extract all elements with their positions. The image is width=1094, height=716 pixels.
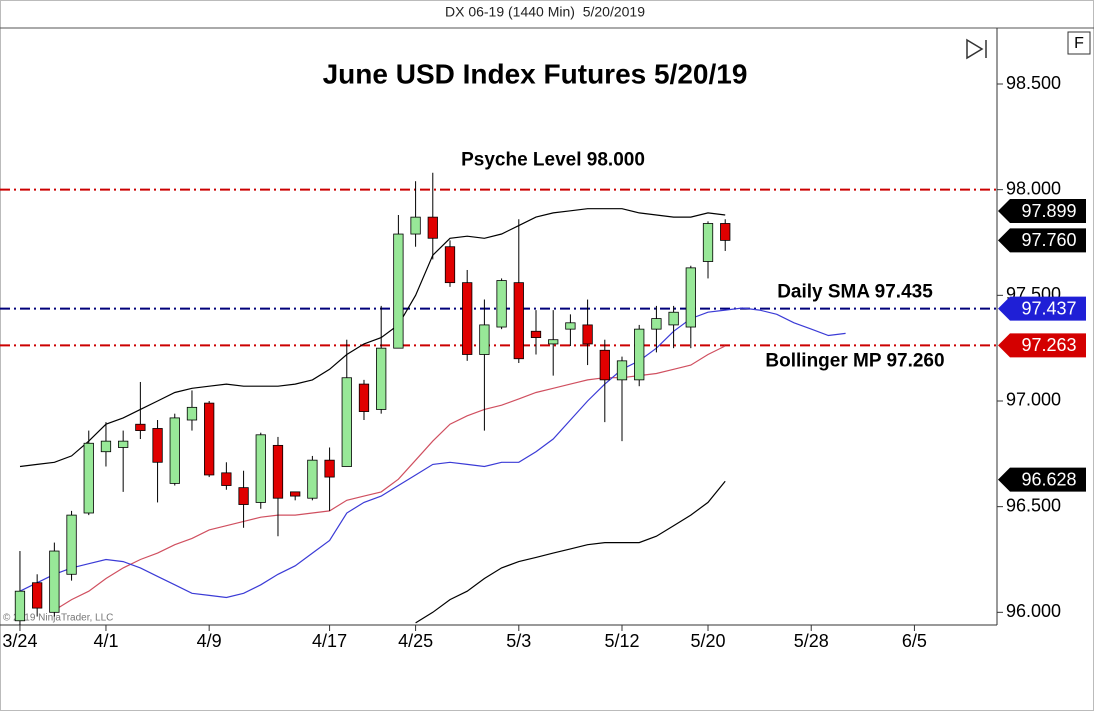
level-label: Psyche Level 98.000 — [461, 150, 645, 171]
candle-body — [565, 322, 576, 330]
x-tick-label: 5/28 — [794, 631, 829, 651]
x-tick-label: 3/24 — [2, 631, 37, 651]
candle-body — [255, 434, 266, 503]
x-tick-label: 4/9 — [197, 631, 222, 651]
candle-body — [427, 216, 438, 239]
x-tick-label: 5/20 — [690, 631, 725, 651]
candle-body — [32, 582, 43, 609]
price-tag-label: 97.437 — [1021, 298, 1076, 318]
y-tick-label: 98.500 — [1006, 73, 1061, 93]
candle-body — [307, 459, 318, 499]
candle-body — [186, 406, 198, 421]
candle-body — [100, 440, 112, 453]
candle-body — [272, 444, 284, 499]
candle-body — [204, 402, 215, 476]
candle-body — [702, 223, 714, 262]
candle-body — [169, 417, 180, 484]
copyright: © 2019 NinjaTrader, LLC — [3, 613, 113, 624]
level-label: Daily SMA 97.435 — [777, 282, 933, 303]
price-tag — [998, 228, 1086, 253]
f-button-label[interactable]: F — [1074, 35, 1084, 52]
y-tick-label: 96.500 — [1006, 495, 1061, 515]
candle-body — [599, 349, 610, 381]
candle-body — [14, 590, 26, 622]
candle-body — [118, 440, 129, 448]
candle-body — [221, 472, 232, 486]
price-tag — [998, 467, 1086, 492]
candle-body — [530, 330, 542, 338]
candle-body — [462, 282, 473, 355]
candle-body — [668, 311, 679, 326]
price-tag-label: 96.628 — [1021, 469, 1076, 489]
f-button[interactable] — [1067, 31, 1091, 55]
candle-body — [685, 267, 696, 328]
x-tick-label: 5/3 — [506, 631, 531, 651]
level-label: Bollinger MP 97.260 — [765, 350, 944, 371]
candle-body — [548, 339, 559, 345]
candle-body — [290, 491, 301, 497]
candle-body — [49, 550, 60, 613]
candle-body — [582, 324, 593, 345]
play-triangle — [966, 38, 984, 60]
price-tag-label: 97.760 — [1021, 230, 1076, 250]
candle-body — [152, 428, 163, 463]
candle-body — [135, 423, 146, 431]
chart-title: June USD Index Futures 5/20/19 — [323, 58, 748, 89]
candle-body — [410, 216, 421, 235]
x-tick-label: 4/17 — [312, 631, 347, 651]
candle-body — [496, 280, 507, 328]
candle-body — [66, 514, 77, 575]
price-tag — [998, 333, 1086, 358]
candle-body — [616, 360, 628, 381]
y-tick-label: 98.000 — [1006, 178, 1061, 198]
indicator-line — [415, 480, 726, 624]
x-tick-label: 4/25 — [398, 631, 433, 651]
plot — [0, 172, 997, 625]
candle-body — [83, 442, 94, 514]
price-tag — [998, 199, 1086, 224]
candle-body — [393, 233, 404, 349]
candle-body — [324, 459, 335, 478]
indicator-line — [19, 208, 726, 468]
price-tag-label: 97.263 — [1021, 335, 1076, 355]
candle-body — [444, 246, 456, 284]
y-tick-label: 97.000 — [1006, 390, 1061, 410]
candle-body — [513, 282, 524, 360]
price-tag-label: 97.899 — [1021, 201, 1076, 221]
indicator-line — [19, 307, 846, 599]
x-tick-label: 4/1 — [93, 631, 118, 651]
price-tag — [998, 296, 1086, 321]
candle-body — [238, 487, 249, 505]
indicator-line — [54, 345, 726, 611]
candle-body — [376, 347, 387, 410]
x-tick-label: 6/5 — [902, 631, 927, 651]
candle-body — [358, 383, 370, 412]
candle-body — [341, 377, 352, 467]
candle-body — [720, 223, 731, 241]
header: DX 06-19 (1440 Min) 5/20/2019 — [445, 4, 645, 20]
candle-body — [651, 318, 662, 330]
y-tick-label: 96.000 — [1006, 601, 1061, 621]
play-icon[interactable] — [966, 38, 987, 60]
candle-body — [479, 324, 490, 355]
overlay-layer: Psyche Level 98.000 Daily SMA 97.435 Bolli… — [461, 150, 944, 372]
x-tick-label: 5/12 — [604, 631, 639, 651]
candle-body — [634, 328, 645, 381]
